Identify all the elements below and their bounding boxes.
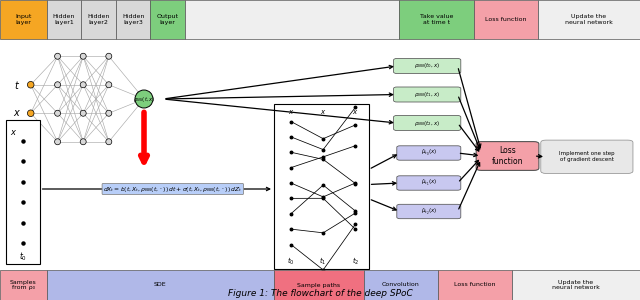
FancyBboxPatch shape xyxy=(476,142,539,170)
Text: $t$: $t$ xyxy=(13,79,20,91)
Text: $\rho_{NN}(t_1, x)$: $\rho_{NN}(t_1, x)$ xyxy=(414,90,440,99)
Text: $t_0$: $t_0$ xyxy=(19,250,27,263)
Text: $\rho_{NN}(t_2, x)$: $\rho_{NN}(t_2, x)$ xyxy=(414,118,440,127)
Text: $t_0$: $t_0$ xyxy=(287,255,295,267)
Text: Sample paths: Sample paths xyxy=(297,283,340,287)
Text: Implement one step
of gradient descent: Implement one step of gradient descent xyxy=(559,151,614,162)
Bar xyxy=(6,120,40,264)
Ellipse shape xyxy=(106,139,112,145)
Text: $\rho_{NN}(t,x)$: $\rho_{NN}(t,x)$ xyxy=(132,94,156,103)
Text: Update the
neural network: Update the neural network xyxy=(565,14,612,25)
Bar xyxy=(512,270,640,300)
Ellipse shape xyxy=(54,82,61,88)
Ellipse shape xyxy=(106,53,112,59)
Text: Input
layer: Input layer xyxy=(15,14,31,25)
Text: $x$: $x$ xyxy=(288,109,294,116)
Bar xyxy=(47,0,81,39)
Ellipse shape xyxy=(54,139,61,145)
Text: $\rho_{NN}(t_0, x)$: $\rho_{NN}(t_0, x)$ xyxy=(414,61,440,70)
Bar xyxy=(274,103,369,268)
Text: $\hat{\mu}_{t_1}(x)$: $\hat{\mu}_{t_1}(x)$ xyxy=(420,178,437,188)
Bar xyxy=(81,0,116,39)
Text: $x$: $x$ xyxy=(10,128,18,136)
Text: SDE: SDE xyxy=(154,283,166,287)
Bar xyxy=(0,270,47,300)
Text: $\hat{\mu}_{t_2}(x)$: $\hat{\mu}_{t_2}(x)$ xyxy=(420,206,437,217)
Bar xyxy=(538,0,640,39)
Text: Hidden
layer3: Hidden layer3 xyxy=(122,14,144,25)
Bar xyxy=(399,0,474,39)
Ellipse shape xyxy=(80,53,86,59)
Text: Samples
from ρ₀: Samples from ρ₀ xyxy=(10,280,36,290)
Text: Loss function: Loss function xyxy=(454,283,495,287)
Bar xyxy=(364,270,438,300)
Bar xyxy=(0,0,47,39)
Bar xyxy=(47,270,274,300)
Text: Loss function: Loss function xyxy=(485,17,526,22)
FancyBboxPatch shape xyxy=(397,146,461,160)
FancyBboxPatch shape xyxy=(397,204,461,219)
Ellipse shape xyxy=(135,90,153,108)
Text: Update the
neural network: Update the neural network xyxy=(552,280,600,290)
Text: $t_2$: $t_2$ xyxy=(352,255,359,267)
Ellipse shape xyxy=(54,53,61,59)
Bar xyxy=(116,0,150,39)
Bar xyxy=(274,270,364,300)
FancyBboxPatch shape xyxy=(394,87,461,102)
Bar xyxy=(185,0,399,39)
Bar xyxy=(474,0,538,39)
FancyBboxPatch shape xyxy=(394,58,461,74)
Text: Loss
function: Loss function xyxy=(492,146,524,166)
Text: $dX_t = b(t, X_t, \rho_{NN}(t,\cdot))\,dt + \sigma(t, X_t, \rho_{NN}(t,\cdot))\,: $dX_t = b(t, X_t, \rho_{NN}(t,\cdot))\,d… xyxy=(103,184,243,194)
FancyBboxPatch shape xyxy=(394,116,461,130)
Ellipse shape xyxy=(106,82,112,88)
Ellipse shape xyxy=(80,110,86,116)
FancyBboxPatch shape xyxy=(397,176,461,190)
Ellipse shape xyxy=(54,110,61,116)
Text: Output
layer: Output layer xyxy=(157,14,179,25)
Text: $x$: $x$ xyxy=(352,109,358,116)
Text: Take value
at time t: Take value at time t xyxy=(420,14,453,25)
Text: $\hat{\mu}_{t_0}(x)$: $\hat{\mu}_{t_0}(x)$ xyxy=(420,148,437,158)
Text: Hidden
layer2: Hidden layer2 xyxy=(88,14,109,25)
Ellipse shape xyxy=(80,139,86,145)
Ellipse shape xyxy=(106,110,112,116)
FancyBboxPatch shape xyxy=(541,140,633,173)
Bar xyxy=(150,0,185,39)
Text: $x$: $x$ xyxy=(13,108,20,118)
Text: $t_1$: $t_1$ xyxy=(319,255,327,267)
Ellipse shape xyxy=(28,110,34,116)
Text: $x$: $x$ xyxy=(320,109,326,116)
Text: Figure 1: The flowchart of the deep SPoC: Figure 1: The flowchart of the deep SPoC xyxy=(228,290,412,298)
Text: Hidden
layer1: Hidden layer1 xyxy=(53,14,75,25)
Bar xyxy=(438,270,512,300)
Text: Convolution: Convolution xyxy=(382,283,419,287)
Ellipse shape xyxy=(28,81,34,88)
Ellipse shape xyxy=(80,82,86,88)
